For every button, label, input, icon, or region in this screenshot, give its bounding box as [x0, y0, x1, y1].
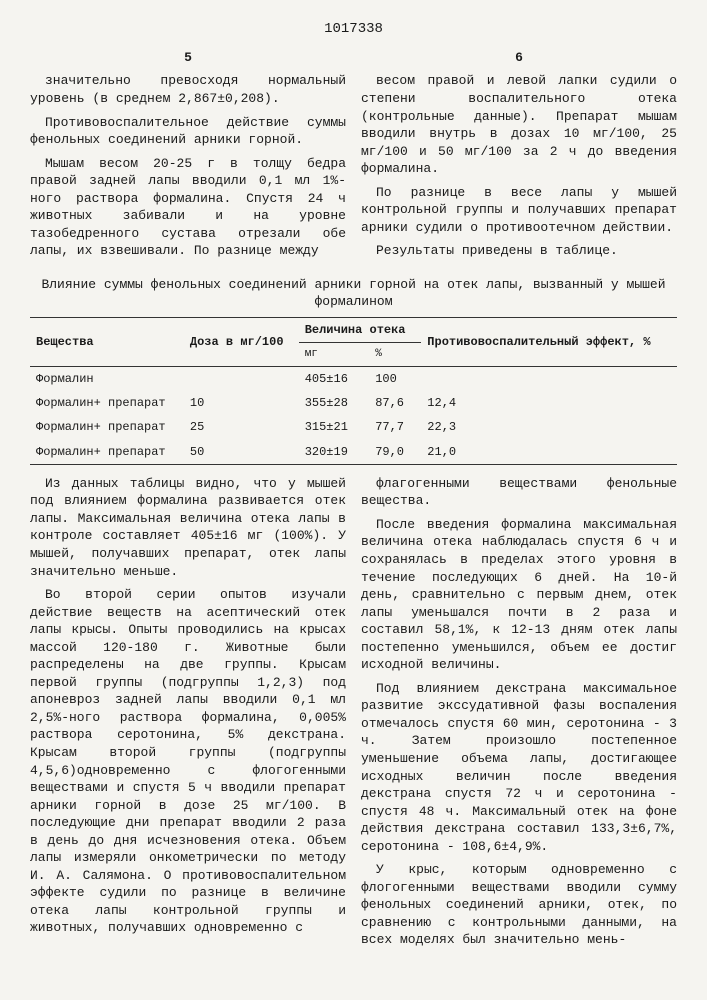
td: 315±21 [299, 415, 370, 439]
para: По разнице в весе лапы у мышей контрольн… [361, 184, 677, 237]
td: Формалин+ препарат [30, 440, 184, 465]
td [421, 367, 677, 392]
td: 22,3 [421, 415, 677, 439]
para: флагогенными веществами фенольные вещест… [361, 475, 677, 510]
td: 50 [184, 440, 299, 465]
table-row: Формалин 405±16 100 [30, 367, 677, 392]
bottom-columns: Из данных таблицы видно, что у мышей под… [30, 475, 677, 955]
para: Результаты приведены в таблице. [361, 242, 677, 260]
para: После введения формалина максимальная ве… [361, 516, 677, 674]
td: 405±16 [299, 367, 370, 392]
th-sub: мг [299, 343, 370, 367]
td [184, 367, 299, 392]
th: Вещества [30, 318, 184, 367]
para: весом правой и левой лапки судили о степ… [361, 72, 677, 177]
table-caption: Влияние суммы фенольных соединений арник… [30, 276, 677, 311]
td: Формалин [30, 367, 184, 392]
th: Величина отека [299, 318, 422, 343]
table-row: Формалин+ препарат 10 355±28 87,6 12,4 [30, 391, 677, 415]
para: У крыс, которым одновременно с флогогенн… [361, 861, 677, 949]
td: Формалин+ препарат [30, 391, 184, 415]
td: 79,0 [369, 440, 421, 465]
th-sub: % [369, 343, 421, 367]
para: Во второй серии опытов изучали действие … [30, 586, 346, 937]
th: Противовоспалительный эффект, % [421, 318, 677, 367]
data-table: Вещества Доза в мг/100 Величина отека Пр… [30, 317, 677, 465]
para: Мышам весом 20-25 г в толщу бедра правой… [30, 155, 346, 260]
td: 100 [369, 367, 421, 392]
col-marker-left: 5 [30, 49, 346, 67]
bottom-right-col: флагогенными веществами фенольные вещест… [361, 475, 677, 955]
para: Противовоспалительное действие суммы фен… [30, 114, 346, 149]
col-marker-right: 6 [361, 49, 677, 67]
th: Доза в мг/100 [184, 318, 299, 367]
para: Под влиянием декстрана максимальное разв… [361, 680, 677, 855]
top-columns: 5 значительно превосходя нормальный уров… [30, 49, 677, 266]
top-left-col: 5 значительно превосходя нормальный уров… [30, 49, 346, 266]
td: 25 [184, 415, 299, 439]
para: Из данных таблицы видно, что у мышей под… [30, 475, 346, 580]
td: 87,6 [369, 391, 421, 415]
patent-number: 1017338 [30, 20, 677, 39]
table-header-row: Вещества Доза в мг/100 Величина отека Пр… [30, 318, 677, 343]
table-row: Формалин+ препарат 50 320±19 79,0 21,0 [30, 440, 677, 465]
bottom-left-col: Из данных таблицы видно, что у мышей под… [30, 475, 346, 955]
para: значительно превосходя нормальный уровен… [30, 72, 346, 107]
td: 320±19 [299, 440, 370, 465]
td: 77,7 [369, 415, 421, 439]
td: 355±28 [299, 391, 370, 415]
td: 21,0 [421, 440, 677, 465]
td: 12,4 [421, 391, 677, 415]
table-body: Формалин 405±16 100 Формалин+ препарат 1… [30, 367, 677, 465]
top-right-col: 6 весом правой и левой лапки судили о ст… [361, 49, 677, 266]
td: Формалин+ препарат [30, 415, 184, 439]
table-row: Формалин+ препарат 25 315±21 77,7 22,3 [30, 415, 677, 439]
td: 10 [184, 391, 299, 415]
